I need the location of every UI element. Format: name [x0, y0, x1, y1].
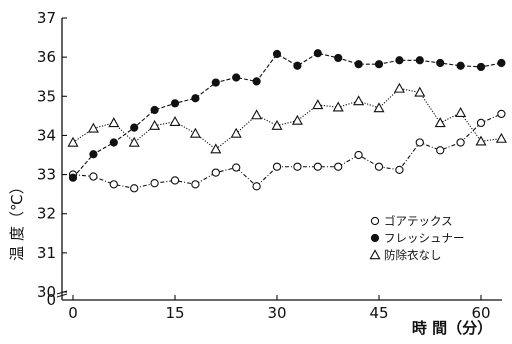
y-axis-break: [56, 293, 68, 298]
data-point: [232, 163, 241, 172]
data-point: [150, 105, 159, 115]
y-tick-label: 35: [37, 87, 56, 105]
data-point: [211, 168, 220, 177]
data-point: [313, 162, 322, 171]
data-point: [354, 150, 363, 160]
data-point: [89, 150, 98, 159]
data-point: [476, 118, 486, 128]
data-point: [252, 182, 261, 191]
data-point: [251, 109, 263, 120]
data-point: [495, 132, 507, 143]
data-point: [395, 56, 404, 65]
data-point: [252, 77, 261, 86]
data-point: [476, 62, 486, 72]
data-point: [497, 58, 506, 68]
series-line: [72, 52, 502, 179]
data-point: [436, 146, 445, 155]
data-point: [170, 176, 180, 185]
x-tick-label: 15: [165, 304, 184, 322]
data-point: [374, 60, 384, 69]
data-point: [334, 162, 343, 171]
data-point: [68, 173, 78, 182]
x-tick-label: 45: [369, 304, 388, 322]
legend-label: フレッシュナー: [384, 231, 465, 245]
data-point: [374, 162, 384, 171]
data-point: [271, 119, 283, 130]
axes: 30 31 32 33 34 35 36 37 00 15 30 45 60: [37, 9, 502, 322]
x-tick-label: 30: [267, 304, 286, 322]
y-axis-label: 温 度（℃）: [8, 179, 26, 261]
series-line: [72, 113, 502, 189]
data-point: [89, 172, 98, 181]
data-point: [353, 95, 365, 106]
data-point: [130, 123, 139, 132]
data-point: [332, 101, 344, 112]
legend-label: ゴアテックス: [384, 214, 453, 228]
x-tick-label: 60: [471, 304, 490, 322]
y-tick-label: 31: [37, 244, 56, 262]
data-point: [393, 82, 405, 93]
series-layer: [67, 49, 507, 193]
data-point: [109, 138, 118, 147]
legend-marker: [369, 249, 381, 260]
data-point: [414, 86, 426, 97]
data-point: [415, 56, 424, 65]
data-point: [130, 184, 139, 193]
data-point: [293, 61, 302, 70]
data-point: [291, 114, 303, 125]
data-point: [436, 58, 445, 68]
y-tick-label: 32: [37, 205, 56, 223]
data-point: [312, 99, 324, 110]
y-tick-label: 34: [37, 126, 56, 144]
data-point: [313, 49, 322, 58]
legend-marker: [370, 216, 380, 226]
data-point: [373, 102, 385, 113]
legend-label: 防除衣なし: [384, 248, 442, 262]
data-point: [456, 61, 465, 70]
data-point: [456, 138, 465, 147]
data-point: [334, 53, 343, 63]
data-point: [149, 119, 161, 130]
data-point: [395, 165, 404, 175]
y-tick-label: 30: [37, 283, 56, 301]
series-2: [68, 49, 506, 182]
data-point: [211, 78, 220, 87]
legend-marker: [370, 233, 380, 243]
y-tick-label: 33: [37, 166, 56, 184]
data-point: [128, 136, 140, 147]
data-point: [272, 162, 282, 171]
series-1: [68, 109, 506, 193]
data-point: [189, 127, 201, 138]
data-point: [455, 106, 467, 117]
data-point: [497, 109, 506, 119]
data-point: [108, 117, 120, 128]
data-point: [191, 94, 200, 103]
data-point: [230, 127, 242, 138]
data-point: [191, 180, 200, 189]
data-point: [272, 49, 282, 59]
data-point: [354, 60, 363, 69]
y-tick-label: 36: [37, 48, 56, 66]
x-tick-label: 0: [68, 304, 78, 322]
series-line: [72, 87, 502, 150]
data-point: [150, 179, 159, 188]
series-3: [67, 82, 507, 154]
y-tick-label: 37: [37, 9, 56, 27]
data-point: [475, 135, 487, 146]
data-point: [109, 180, 118, 189]
data-point: [232, 73, 241, 82]
origin-label: 0: [46, 291, 56, 309]
data-point: [415, 138, 424, 147]
x-axis-label: 時 間（分）: [412, 319, 492, 337]
data-point: [434, 117, 446, 128]
data-point: [210, 143, 222, 154]
data-point: [293, 162, 302, 171]
data-point: [170, 99, 180, 108]
data-point: [169, 115, 181, 126]
data-point: [67, 136, 79, 147]
data-point: [87, 122, 99, 133]
